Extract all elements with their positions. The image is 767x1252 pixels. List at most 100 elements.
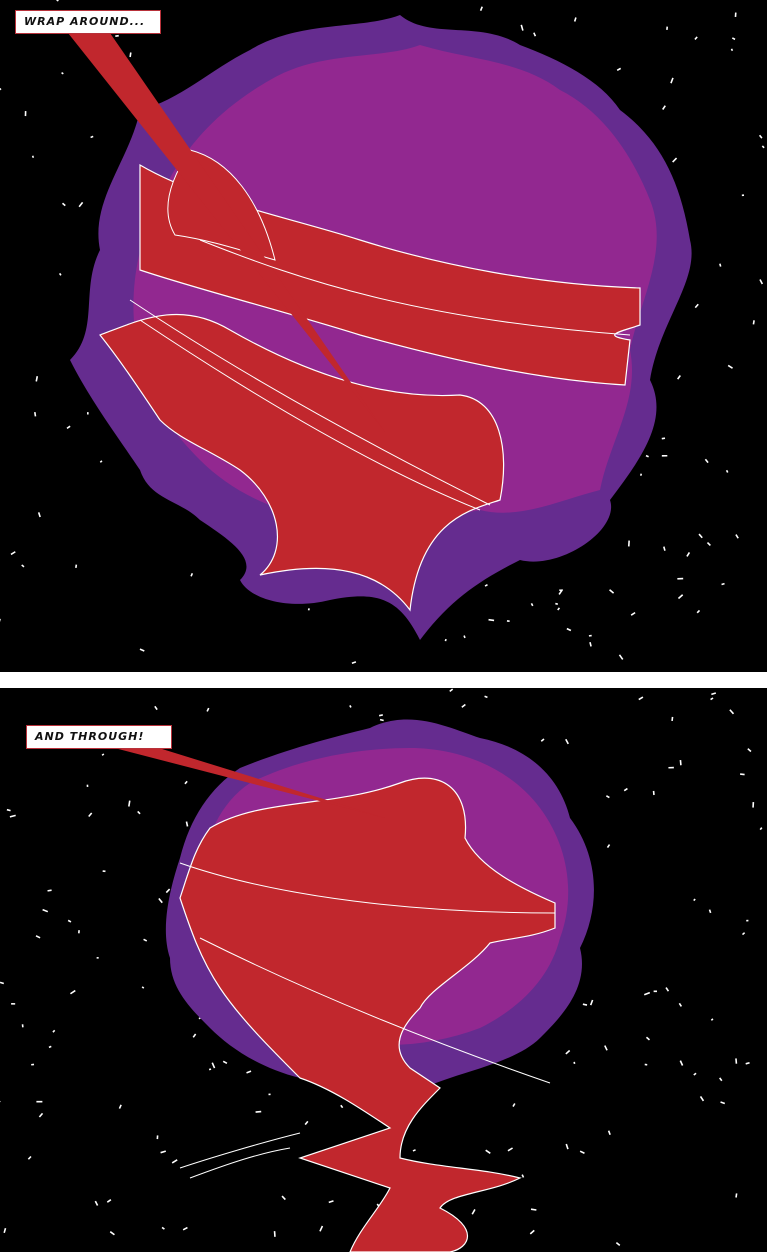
star [463,635,466,639]
star [31,155,35,159]
caption-pointer [68,33,385,432]
star [725,469,729,473]
star [165,888,171,894]
star [678,1002,683,1007]
star [222,1060,228,1065]
star [70,989,76,995]
star [604,1045,608,1051]
star [192,1033,197,1038]
star [711,692,717,696]
star [328,1200,334,1204]
star [118,1104,122,1109]
star [710,1018,714,1021]
caption-box: AND THROUGH! [26,725,172,749]
star [677,375,681,380]
star [533,32,537,37]
star [557,607,561,611]
star [521,1174,525,1178]
star [721,582,725,586]
star [38,1112,44,1118]
star [606,844,611,849]
star [686,552,691,557]
star [484,695,488,699]
star [735,534,739,539]
star [759,827,763,831]
star [9,814,16,818]
star [206,707,210,712]
star [694,303,699,309]
star [88,812,93,818]
star [106,1199,112,1203]
star [139,648,145,652]
star [665,987,670,992]
star [99,460,103,463]
star [719,263,722,267]
star [558,589,564,595]
star [55,0,59,2]
star [78,201,84,208]
star [645,454,649,458]
star [461,703,466,708]
star [154,705,158,711]
star [37,512,41,518]
star [158,898,163,904]
star [484,584,488,587]
star [679,1060,684,1066]
caption-box: WRAP AROUND... [15,10,161,34]
star [555,602,558,605]
star [190,572,194,577]
star [115,34,119,38]
star [61,72,64,75]
star [565,1143,569,1150]
star [752,320,755,325]
star [182,1226,188,1231]
star [109,1231,115,1236]
star [566,627,572,632]
ribbon-highlight-lines [129,239,631,511]
star [693,898,696,902]
star [184,780,188,785]
star [412,1149,416,1152]
star [351,661,357,665]
star [349,705,352,708]
star [6,808,11,812]
star [485,1149,491,1154]
star [488,618,495,622]
star [730,48,734,52]
star [161,1226,165,1230]
star [143,938,148,942]
star [27,1155,32,1160]
star [630,611,636,616]
star [759,279,764,285]
star [565,738,569,745]
star [670,77,674,84]
star [10,551,16,556]
star [741,932,746,936]
star [645,1036,651,1041]
star [609,589,615,594]
star [720,1101,726,1105]
star [699,1095,705,1102]
star [90,135,94,139]
star [638,696,644,701]
star [160,1150,167,1154]
star [48,1045,52,1049]
star [698,533,703,539]
star [530,602,534,607]
star [727,364,733,369]
star [589,999,594,1006]
star [735,1193,738,1198]
star [67,919,72,923]
star [618,654,624,660]
star [589,642,592,647]
star [530,1208,537,1211]
star [0,981,5,985]
star [34,411,37,417]
star [507,1147,513,1152]
star [520,24,524,31]
star [605,795,610,799]
star [35,935,41,939]
star [281,1195,286,1201]
star [565,1049,571,1055]
star [42,908,49,913]
